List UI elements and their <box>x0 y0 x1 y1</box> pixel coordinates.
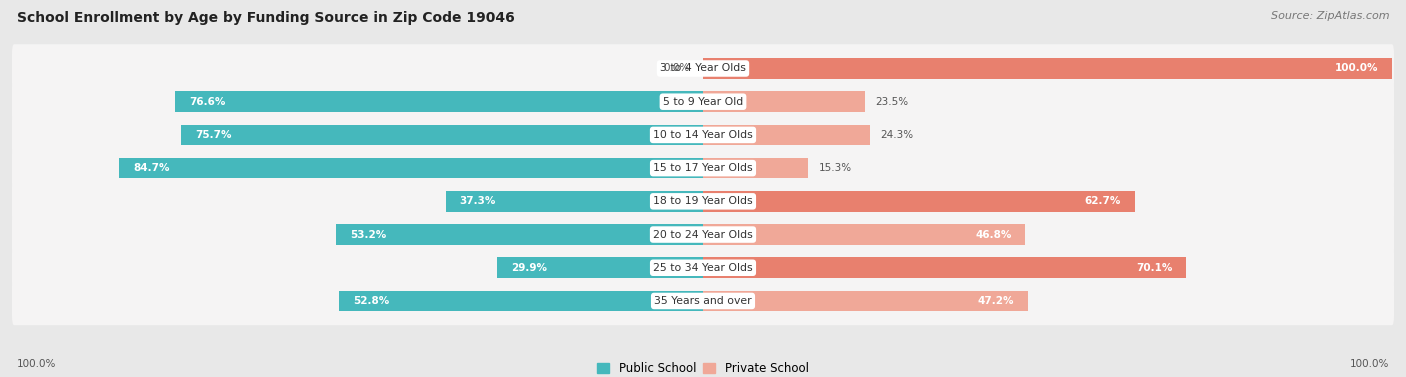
Text: Source: ZipAtlas.com: Source: ZipAtlas.com <box>1271 11 1389 21</box>
Text: 100.0%: 100.0% <box>17 359 56 369</box>
Text: 15.3%: 15.3% <box>818 163 852 173</box>
Bar <box>703 158 808 178</box>
Bar <box>703 291 1028 311</box>
Text: 37.3%: 37.3% <box>460 196 496 206</box>
Bar <box>181 125 703 145</box>
Text: 10 to 14 Year Olds: 10 to 14 Year Olds <box>654 130 752 140</box>
Text: 53.2%: 53.2% <box>350 230 387 239</box>
Bar <box>703 58 1392 79</box>
Text: 100.0%: 100.0% <box>1334 63 1378 74</box>
Text: 35 Years and over: 35 Years and over <box>654 296 752 306</box>
Bar <box>120 158 703 178</box>
Text: 47.2%: 47.2% <box>979 296 1014 306</box>
FancyBboxPatch shape <box>13 144 1393 192</box>
Text: 70.1%: 70.1% <box>1136 263 1173 273</box>
Text: 29.9%: 29.9% <box>510 263 547 273</box>
FancyBboxPatch shape <box>13 111 1393 159</box>
Bar <box>336 224 703 245</box>
FancyBboxPatch shape <box>13 244 1393 292</box>
Text: 46.8%: 46.8% <box>976 230 1012 239</box>
Text: 100.0%: 100.0% <box>1350 359 1389 369</box>
Text: 52.8%: 52.8% <box>353 296 389 306</box>
Text: 0.0%: 0.0% <box>664 63 689 74</box>
Text: 75.7%: 75.7% <box>195 130 232 140</box>
Text: 84.7%: 84.7% <box>134 163 170 173</box>
FancyBboxPatch shape <box>13 277 1393 325</box>
Text: 18 to 19 Year Olds: 18 to 19 Year Olds <box>654 196 752 206</box>
Bar <box>176 91 703 112</box>
Bar <box>703 125 870 145</box>
Text: 24.3%: 24.3% <box>880 130 914 140</box>
Text: 62.7%: 62.7% <box>1085 196 1121 206</box>
Text: 25 to 34 Year Olds: 25 to 34 Year Olds <box>654 263 752 273</box>
Text: 15 to 17 Year Olds: 15 to 17 Year Olds <box>654 163 752 173</box>
FancyBboxPatch shape <box>13 210 1393 259</box>
Text: 76.6%: 76.6% <box>188 97 225 107</box>
Text: School Enrollment by Age by Funding Source in Zip Code 19046: School Enrollment by Age by Funding Sour… <box>17 11 515 25</box>
Bar <box>703 257 1185 278</box>
Bar <box>703 91 865 112</box>
Text: 20 to 24 Year Olds: 20 to 24 Year Olds <box>654 230 752 239</box>
Bar <box>339 291 703 311</box>
Text: 5 to 9 Year Old: 5 to 9 Year Old <box>662 97 744 107</box>
Bar <box>496 257 703 278</box>
Text: 23.5%: 23.5% <box>875 97 908 107</box>
Bar <box>446 191 703 211</box>
FancyBboxPatch shape <box>13 77 1393 126</box>
Legend: Public School, Private School: Public School, Private School <box>593 357 813 377</box>
Bar <box>703 224 1025 245</box>
Bar <box>703 191 1135 211</box>
Text: 3 to 4 Year Olds: 3 to 4 Year Olds <box>659 63 747 74</box>
FancyBboxPatch shape <box>13 44 1393 93</box>
FancyBboxPatch shape <box>13 177 1393 225</box>
